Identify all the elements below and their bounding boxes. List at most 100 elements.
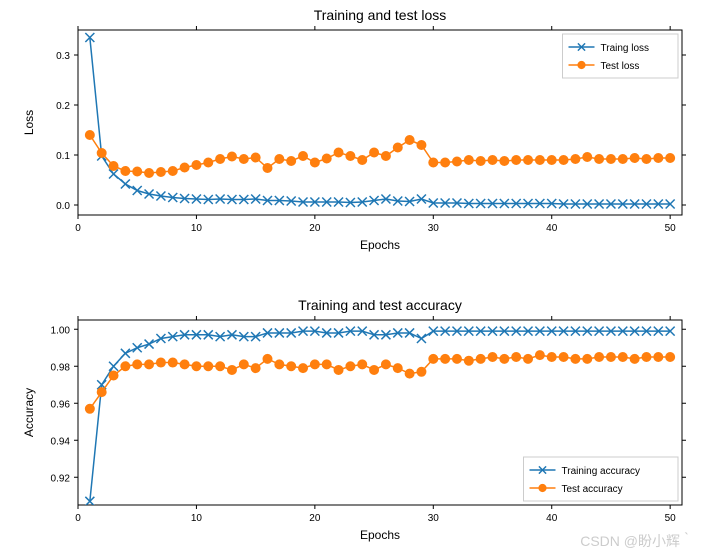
- marker-circle: [109, 162, 118, 171]
- marker-circle: [97, 149, 106, 158]
- marker-circle: [452, 157, 461, 166]
- marker-circle: [85, 404, 94, 413]
- marker-circle: [156, 168, 165, 177]
- marker-circle: [227, 152, 236, 161]
- xtick-label: 20: [309, 223, 321, 234]
- marker-circle: [405, 136, 414, 145]
- marker-circle: [452, 354, 461, 363]
- xtick-label: 10: [191, 223, 203, 234]
- ytick-label: 0.92: [51, 473, 71, 484]
- marker-circle: [512, 156, 521, 165]
- ytick-label: 0.0: [56, 201, 70, 212]
- ytick-label: 1.00: [51, 325, 71, 336]
- xtick-label: 20: [309, 513, 321, 524]
- xtick-label: 10: [191, 513, 203, 524]
- xtick-label: 50: [665, 223, 677, 234]
- marker-circle: [441, 158, 450, 167]
- marker-circle: [630, 354, 639, 363]
- marker-circle: [322, 154, 331, 163]
- marker-circle: [539, 484, 546, 491]
- marker-circle: [145, 360, 154, 369]
- xtick-label: 40: [546, 223, 558, 234]
- marker-circle: [464, 156, 473, 165]
- xtick-label: 50: [665, 513, 677, 524]
- marker-circle: [595, 353, 604, 362]
- marker-circle: [121, 362, 130, 371]
- marker-circle: [251, 364, 260, 373]
- marker-circle: [417, 367, 426, 376]
- marker-circle: [666, 353, 675, 362]
- marker-circle: [346, 362, 355, 371]
- marker-circle: [441, 354, 450, 363]
- xtick-label: 40: [546, 513, 558, 524]
- marker-circle: [370, 365, 379, 374]
- marker-circle: [642, 353, 651, 362]
- marker-circle: [630, 154, 639, 163]
- x-label: Epochs: [360, 528, 400, 542]
- marker-circle: [168, 358, 177, 367]
- marker-circle: [216, 362, 225, 371]
- ytick-label: 0.3: [56, 51, 70, 62]
- ytick-label: 0.94: [51, 436, 71, 447]
- marker-circle: [393, 364, 402, 373]
- marker-circle: [512, 353, 521, 362]
- marker-circle: [429, 158, 438, 167]
- marker-circle: [133, 167, 142, 176]
- marker-circle: [381, 152, 390, 161]
- legend-label: Traing loss: [601, 43, 650, 54]
- marker-circle: [488, 353, 497, 362]
- marker-circle: [535, 351, 544, 360]
- marker-circle: [476, 157, 485, 166]
- marker-circle: [299, 364, 308, 373]
- marker-circle: [500, 354, 509, 363]
- marker-circle: [263, 164, 272, 173]
- marker-circle: [666, 154, 675, 163]
- xtick-label: 0: [75, 223, 81, 234]
- marker-circle: [358, 360, 367, 369]
- chart: 010203040500.920.940.960.981.00Training …: [22, 297, 686, 542]
- xtick-label: 30: [428, 223, 440, 234]
- xtick-label: 0: [75, 513, 81, 524]
- legend-label: Test accuracy: [562, 484, 623, 495]
- marker-circle: [239, 360, 248, 369]
- marker-circle: [381, 360, 390, 369]
- marker-circle: [239, 155, 248, 164]
- series-test_acc: [85, 351, 674, 414]
- marker-circle: [417, 141, 426, 150]
- marker-circle: [263, 354, 272, 363]
- marker-circle: [583, 354, 592, 363]
- marker-circle: [334, 148, 343, 157]
- marker-circle: [168, 167, 177, 176]
- marker-circle: [346, 152, 355, 161]
- ytick-label: 0.2: [56, 101, 70, 112]
- marker-circle: [464, 356, 473, 365]
- marker-circle: [595, 155, 604, 164]
- marker-circle: [488, 156, 497, 165]
- marker-circle: [571, 354, 580, 363]
- marker-circle: [571, 155, 580, 164]
- marker-circle: [524, 354, 533, 363]
- marker-circle: [109, 371, 118, 380]
- chart-title: Training and test loss: [314, 7, 447, 23]
- marker-circle: [500, 157, 509, 166]
- y-label: Loss: [22, 110, 36, 135]
- marker-circle: [559, 156, 568, 165]
- marker-circle: [476, 354, 485, 363]
- marker-circle: [180, 163, 189, 172]
- marker-circle: [429, 354, 438, 363]
- marker-circle: [606, 353, 615, 362]
- marker-circle: [180, 360, 189, 369]
- marker-circle: [547, 353, 556, 362]
- chart-title: Training and test accuracy: [298, 297, 462, 313]
- xtick-label: 30: [428, 513, 440, 524]
- marker-circle: [227, 365, 236, 374]
- marker-circle: [192, 362, 201, 371]
- marker-circle: [204, 158, 213, 167]
- marker-circle: [606, 155, 615, 164]
- marker-circle: [204, 362, 213, 371]
- marker-circle: [275, 155, 284, 164]
- marker-circle: [310, 360, 319, 369]
- marker-circle: [559, 353, 568, 362]
- legend-label: Training accuracy: [562, 466, 641, 477]
- legend-label: Test loss: [601, 61, 640, 72]
